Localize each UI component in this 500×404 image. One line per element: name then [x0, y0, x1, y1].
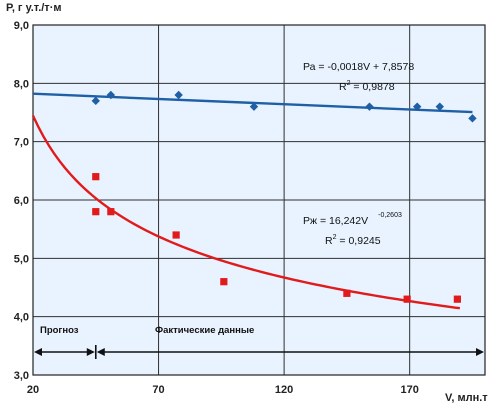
forecast-arrow — [34, 348, 95, 356]
diamond-point — [249, 102, 259, 111]
y-tick-labels: 3,0 4,0 5,0 6,0 7,0 8,0 9,0 — [14, 20, 29, 382]
square-point — [172, 231, 180, 239]
x-tick-label: 170 — [400, 384, 418, 396]
diamond-point — [435, 102, 444, 111]
x-tick-labels: 20 70 120 170 — [27, 384, 419, 396]
actual-arrow — [96, 348, 484, 356]
diamond-point — [106, 90, 116, 100]
diamond-point — [413, 102, 422, 111]
square-point — [92, 208, 100, 216]
x-tick-label: 70 — [152, 384, 164, 396]
y-tick-label: 8,0 — [14, 78, 29, 90]
y-tick-label: 6,0 — [14, 195, 29, 207]
diamond-point — [174, 90, 183, 100]
trendlines — [31, 92, 473, 310]
square-point — [220, 278, 228, 286]
blue-equation-label: Ра = -0,0018V + 7,8578 — [303, 61, 414, 73]
diamond-point — [91, 96, 100, 106]
region-markers — [34, 345, 484, 359]
red-equation-label: Рж = 16,242V -0,2603 — [303, 212, 402, 227]
grid — [33, 25, 485, 375]
actual-region-label: Фактические данные — [155, 325, 254, 336]
plot-frame — [32, 24, 486, 376]
x-axis-label: V, млн.т — [445, 392, 488, 404]
y-tick-label: 4,0 — [14, 312, 29, 324]
y-tick-label: 5,0 — [14, 253, 29, 265]
red-r2-label: R2 = 0,9245 — [325, 234, 381, 247]
data-points — [91, 90, 477, 303]
square-point — [403, 295, 411, 303]
y-tick-label: 9,0 — [14, 20, 29, 32]
y-tick-label: 7,0 — [14, 137, 29, 149]
power-trendline — [31, 115, 461, 310]
blue-r2-label: R2 = 0,9878 — [339, 80, 395, 93]
diamond-point — [365, 102, 374, 111]
x-tick-label: 120 — [275, 384, 293, 396]
square-point — [107, 208, 115, 216]
x-tick-label: 20 — [27, 384, 39, 396]
square-point — [453, 295, 461, 303]
y-tick-label: 3,0 — [14, 370, 29, 382]
linear-trendline — [32, 92, 473, 114]
diamond-point — [468, 114, 477, 123]
square-point — [92, 173, 100, 181]
forecast-region-label: Прогноз — [40, 325, 79, 336]
axes — [32, 24, 486, 376]
square-point — [343, 289, 351, 297]
y-axis-label: Р, г у.т./т·м — [6, 2, 62, 14]
